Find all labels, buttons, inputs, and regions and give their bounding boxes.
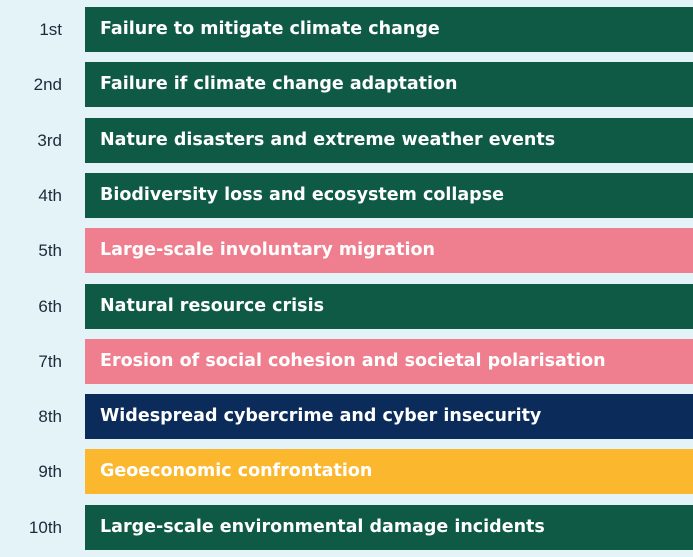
list-row: 5th Large-scale involuntary migration	[0, 228, 693, 274]
rank-label: 5th	[38, 241, 62, 261]
rank-label: 10th	[28, 517, 62, 537]
rank-label: 3rd	[37, 130, 62, 150]
list-row: 4th Biodiversity loss and ecosystem colla…	[0, 172, 693, 218]
list-row: 8th Widespread cybercrime and cyber insec…	[0, 394, 693, 440]
rank-label: 7th	[38, 351, 62, 371]
bar: Large-scale environmental damage inciden…	[85, 504, 693, 550]
rank-label: 6th	[38, 296, 62, 316]
bar: Geoeconomic confrontation	[85, 449, 693, 495]
bar: Failure if climate change adaptation	[85, 62, 693, 108]
item-label: Erosion of social cohesion and societal …	[100, 350, 606, 371]
bar: Biodiversity loss and ecosystem collapse	[85, 172, 693, 218]
bar: Erosion of social cohesion and societal …	[85, 338, 693, 384]
item-label: Failure if climate change adaptation	[100, 74, 458, 95]
bar: Widespread cybercrime and cyber insecuri…	[85, 394, 693, 440]
list-row: 1st Failure to mitigate climate change	[0, 7, 693, 52]
bar: Natural resource crisis	[85, 283, 693, 329]
list-row: 9th Geoeconomic confrontation	[0, 449, 693, 495]
bar: Nature disasters and extreme weather eve…	[85, 117, 693, 163]
rank-label: 4th	[38, 185, 62, 205]
rank-label: 1st	[39, 20, 62, 39]
list-row: 7th Erosion of social cohesion and societ…	[0, 338, 693, 384]
rank-label: 2nd	[33, 75, 62, 95]
list-row: 10th Large-scale environmental damage inc…	[0, 504, 693, 550]
rank-label: 8th	[38, 407, 62, 427]
rank-label: 9th	[38, 462, 62, 482]
bar: Large-scale involuntary migration	[85, 228, 693, 274]
bar: Failure to mitigate climate change	[85, 7, 693, 52]
item-label: Geoeconomic confrontation	[100, 461, 373, 482]
item-label: Large-scale environmental damage inciden…	[100, 516, 545, 537]
item-label: Large-scale involuntary migration	[100, 240, 435, 261]
list-row: 2nd Failure if climate change adaptation	[0, 62, 693, 108]
item-label: Failure to mitigate climate change	[100, 19, 440, 39]
item-label: Biodiversity loss and ecosystem collapse	[100, 184, 504, 205]
list-row: 6th Natural resource crisis	[0, 283, 693, 329]
item-label: Widespread cybercrime and cyber insecuri…	[100, 406, 542, 427]
item-label: Natural resource crisis	[100, 295, 325, 316]
list-row: 3rd Nature disasters and extreme weather …	[0, 117, 693, 163]
item-label: Nature disasters and extreme weather eve…	[100, 129, 556, 150]
